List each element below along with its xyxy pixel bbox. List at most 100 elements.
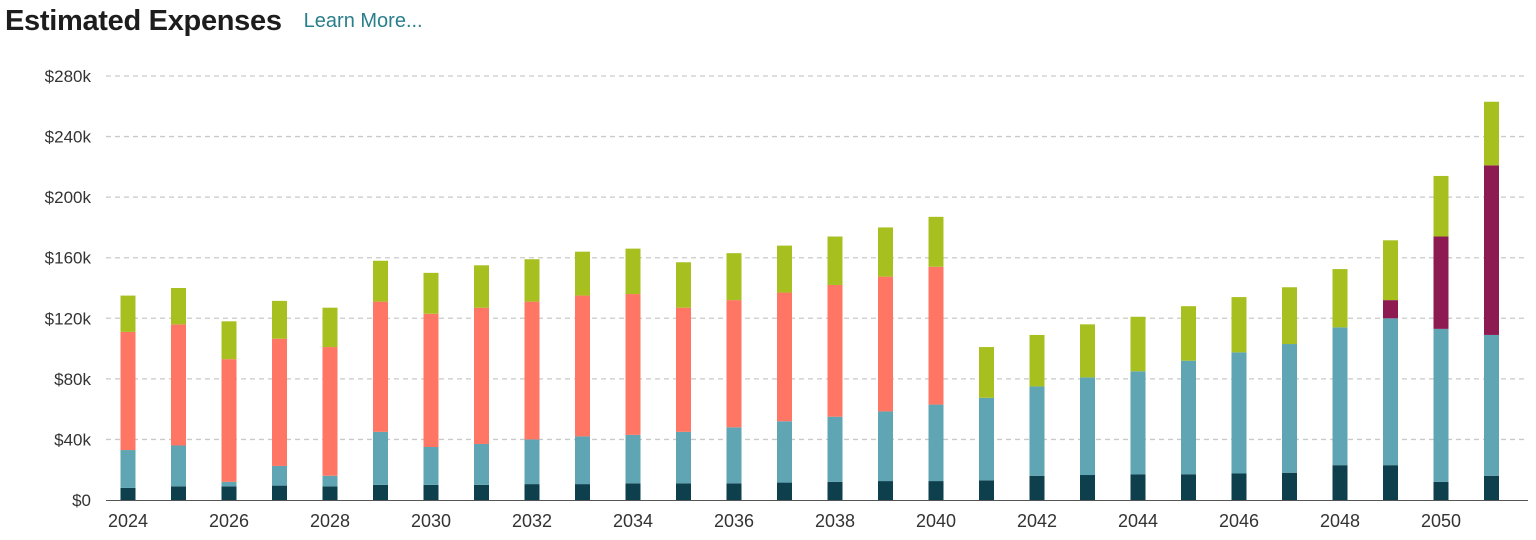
bar-segment[interactable] <box>575 251 590 296</box>
bar-segment[interactable] <box>1484 165 1499 335</box>
bar-segment[interactable] <box>979 480 994 500</box>
bar-segment[interactable] <box>474 443 489 485</box>
bar-segment[interactable] <box>373 431 388 485</box>
bar-segment[interactable] <box>272 485 287 500</box>
bar-segment[interactable] <box>878 276 893 412</box>
bar-segment[interactable] <box>322 475 338 487</box>
bar-segment[interactable] <box>221 486 237 500</box>
bar-segment[interactable] <box>625 294 641 435</box>
bar-segment[interactable] <box>1231 352 1247 474</box>
bar-stack-2042[interactable] <box>1029 334 1045 500</box>
bar-stack-2048[interactable] <box>1332 269 1348 500</box>
bar-segment[interactable] <box>1029 475 1045 500</box>
bar-segment[interactable] <box>423 272 439 314</box>
bar-segment[interactable] <box>1433 236 1449 329</box>
bar-segment[interactable] <box>1130 316 1146 372</box>
bar-segment[interactable] <box>120 450 136 488</box>
bar-segment[interactable] <box>1433 481 1449 500</box>
bar-segment[interactable] <box>1181 360 1196 475</box>
bar-stack-2034[interactable] <box>625 248 641 500</box>
bar-segment[interactable] <box>423 484 439 500</box>
bar-stack-2046[interactable] <box>1231 297 1247 500</box>
bar-segment[interactable] <box>322 347 338 476</box>
bar-segment[interactable] <box>221 321 237 360</box>
bar-stack-2043[interactable] <box>1080 324 1095 500</box>
bar-segment[interactable] <box>322 486 338 500</box>
bar-stack-2045[interactable] <box>1181 306 1196 500</box>
bar-segment[interactable] <box>726 427 742 484</box>
bar-segment[interactable] <box>1080 377 1095 476</box>
bar-segment[interactable] <box>878 481 893 500</box>
bar-segment[interactable] <box>221 481 237 487</box>
bar-stack-2026[interactable] <box>221 321 237 500</box>
bar-segment[interactable] <box>474 307 489 444</box>
bar-segment[interactable] <box>625 483 641 500</box>
bar-segment[interactable] <box>1282 344 1297 473</box>
bar-stack-2044[interactable] <box>1130 316 1146 500</box>
bar-segment[interactable] <box>1433 328 1449 482</box>
bar-segment[interactable] <box>322 307 338 348</box>
bar-segment[interactable] <box>1080 475 1095 500</box>
bar-segment[interactable] <box>726 300 742 428</box>
bar-segment[interactable] <box>777 245 792 293</box>
bar-segment[interactable] <box>524 259 540 302</box>
bar-segment[interactable] <box>272 465 287 486</box>
bar-segment[interactable] <box>676 307 691 432</box>
bar-segment[interactable] <box>1332 465 1348 500</box>
bar-segment[interactable] <box>1484 475 1499 500</box>
bar-segment[interactable] <box>373 301 388 432</box>
bar-segment[interactable] <box>1383 300 1398 319</box>
bar-stack-2047[interactable] <box>1282 287 1297 500</box>
bar-stack-2029[interactable] <box>373 260 388 500</box>
bar-segment[interactable] <box>1282 287 1297 345</box>
bar-segment[interactable] <box>827 236 843 285</box>
bar-segment[interactable] <box>1383 240 1398 301</box>
bar-stack-2032[interactable] <box>524 259 540 500</box>
bar-segment[interactable] <box>928 404 944 482</box>
bar-segment[interactable] <box>423 447 439 485</box>
bar-stack-2030[interactable] <box>423 272 439 500</box>
bar-segment[interactable] <box>221 359 237 482</box>
bar-segment[interactable] <box>524 439 540 485</box>
bar-segment[interactable] <box>1383 465 1398 500</box>
bar-segment[interactable] <box>625 248 641 295</box>
bar-segment[interactable] <box>1383 318 1398 466</box>
bar-segment[interactable] <box>726 483 742 500</box>
bar-segment[interactable] <box>928 216 944 267</box>
bar-segment[interactable] <box>524 301 540 440</box>
bar-segment[interactable] <box>878 411 893 482</box>
bar-segment[interactable] <box>575 484 590 500</box>
bar-segment[interactable] <box>474 265 489 308</box>
bar-segment[interactable] <box>1029 334 1045 387</box>
bar-segment[interactable] <box>979 397 994 481</box>
bar-segment[interactable] <box>625 434 641 484</box>
bar-stack-2025[interactable] <box>171 288 186 500</box>
bar-stack-2027[interactable] <box>272 300 287 500</box>
bar-stack-2050[interactable] <box>1433 175 1449 500</box>
bar-segment[interactable] <box>1433 175 1449 237</box>
bar-segment[interactable] <box>928 266 944 405</box>
bar-segment[interactable] <box>726 253 742 301</box>
learn-more-link[interactable]: Learn More... <box>303 9 423 32</box>
bar-segment[interactable] <box>979 347 994 398</box>
bar-segment[interactable] <box>1332 269 1348 328</box>
bar-segment[interactable] <box>272 338 287 466</box>
bar-segment[interactable] <box>1029 386 1045 476</box>
bar-segment[interactable] <box>1181 306 1196 361</box>
bar-segment[interactable] <box>1484 334 1499 476</box>
bar-stack-2049[interactable] <box>1383 240 1398 500</box>
bar-segment[interactable] <box>1130 371 1146 475</box>
bar-stack-2039[interactable] <box>878 227 893 500</box>
bar-segment[interactable] <box>1181 474 1196 500</box>
bar-stack-2037[interactable] <box>777 245 792 500</box>
bar-segment[interactable] <box>676 483 691 500</box>
bar-segment[interactable] <box>423 313 439 447</box>
bar-segment[interactable] <box>171 288 186 325</box>
bar-segment[interactable] <box>1332 327 1348 466</box>
bar-stack-2035[interactable] <box>676 262 691 500</box>
bar-segment[interactable] <box>120 487 136 500</box>
bar-segment[interactable] <box>575 436 590 485</box>
bar-segment[interactable] <box>676 262 691 308</box>
bar-segment[interactable] <box>373 484 388 500</box>
bar-stack-2033[interactable] <box>575 251 590 500</box>
